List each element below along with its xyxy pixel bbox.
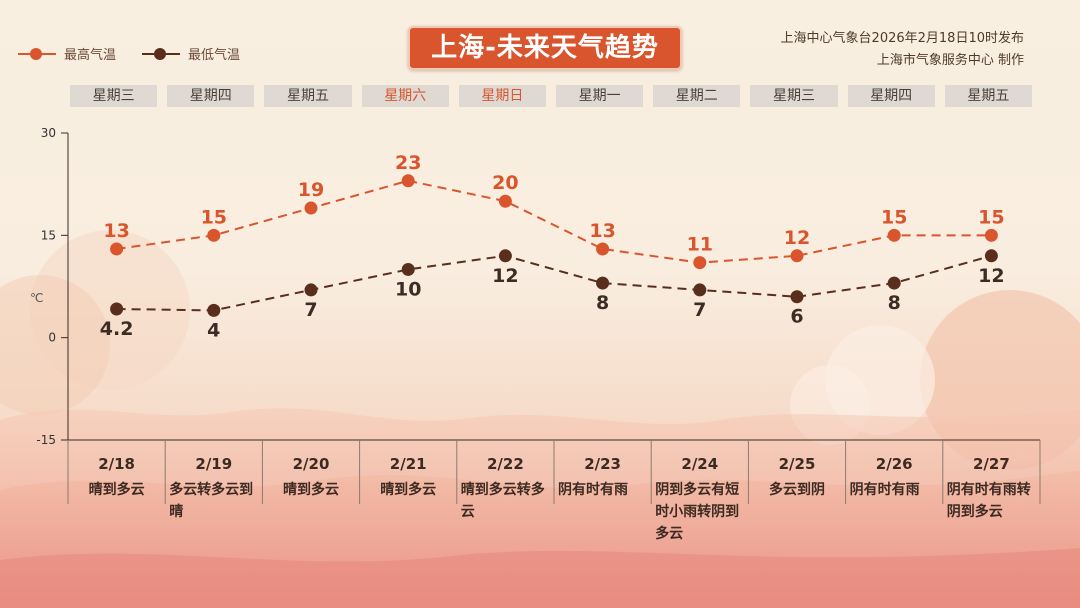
data-point-high [401, 174, 415, 188]
date-label: 2/21 [389, 455, 427, 473]
data-point-low [304, 283, 318, 297]
legend-swatch-high [18, 47, 56, 61]
source-producer: 上海市气象服务中心 制作 [876, 53, 1024, 68]
weather-description: 晴到多云转多云 [460, 482, 545, 520]
y-tick-label: 30 [41, 126, 56, 140]
y-tick-label: 15 [41, 228, 56, 242]
data-point-low [984, 249, 998, 263]
data-point-high [693, 256, 707, 270]
data-label-high: 15 [881, 206, 907, 228]
data-label-high: 23 [395, 152, 421, 174]
data-point-high [207, 228, 221, 242]
weather-description: 阴到多云有短时小雨转阴到多云 [655, 482, 740, 542]
weekday-label: 星期三 [70, 85, 158, 107]
data-point-high [887, 228, 901, 242]
legend-label-low: 最低气温 [188, 48, 241, 63]
weekday-label: 星期四 [847, 85, 935, 107]
date-label: 2/24 [681, 455, 719, 473]
weather-description: 阴有时有雨转阴到多云 [946, 482, 1031, 520]
series-line-low [116, 254, 992, 312]
data-point-low [596, 276, 610, 290]
y-tick-label: 0 [48, 331, 56, 345]
date-label: 2/25 [778, 455, 816, 473]
series-line-high [116, 179, 992, 264]
source-info: 上海中心气象台2026年2月18日10时发布 上海市气象服务中心 制作 [781, 28, 1024, 72]
weekday-label: 星期四 [167, 85, 255, 107]
weather-description: 阴有时有雨 [849, 482, 920, 498]
data-label-low: 8 [596, 292, 609, 314]
date-label: 2/26 [875, 455, 913, 473]
weather-description: 阴有时有雨 [558, 482, 628, 498]
weather-description: 晴到多云 [380, 482, 437, 498]
date-label: 2/27 [972, 455, 1010, 473]
data-point-low [693, 283, 707, 297]
data-label-low: 4 [207, 319, 220, 341]
weather-description: 多云转多云到晴 [169, 482, 254, 520]
data-point-high [984, 228, 998, 242]
data-label-low: 7 [304, 299, 317, 321]
weekday-label: 星期六 [361, 85, 449, 107]
y-axis-unit: ℃ [30, 291, 44, 305]
data-label-high: 19 [298, 179, 324, 201]
data-point-low [110, 302, 124, 316]
weekday-label: 星期一 [556, 85, 644, 107]
data-label-high: 20 [492, 172, 518, 194]
weekday-label: 星期三 [750, 85, 838, 107]
y-tick-label: -15 [36, 433, 56, 447]
legend-item-low: 最低气温 [142, 44, 240, 63]
data-point-low [498, 249, 512, 263]
data-label-low: 10 [395, 278, 421, 300]
date-label: 2/23 [584, 455, 621, 473]
date-label: 2/22 [486, 455, 524, 473]
data-point-low [207, 303, 221, 317]
data-point-high [790, 249, 804, 263]
weekday-label: 星期五 [944, 85, 1032, 107]
source-issuer: 上海中心气象台2026年2月18日10时发布 [780, 31, 1024, 46]
weather-description: 晴到多云 [282, 482, 339, 498]
legend-label-high: 最高气温 [64, 48, 117, 63]
date-label: 2/20 [292, 455, 330, 473]
chart-legend: 最高气温 最低气温 [18, 44, 240, 63]
data-label-low: 6 [790, 306, 803, 328]
data-point-low [401, 262, 415, 276]
date-label: 2/18 [98, 455, 135, 473]
data-point-high [110, 242, 124, 256]
legend-swatch-low [142, 47, 181, 61]
data-label-high: 11 [687, 234, 713, 256]
data-point-high [498, 194, 512, 208]
data-label-low: 7 [693, 299, 706, 321]
weekday-label: 星期日 [458, 85, 546, 107]
data-label-high: 15 [978, 206, 1004, 228]
weather-description: 晴到多云 [88, 482, 145, 498]
data-label-low: 12 [978, 265, 1004, 287]
data-label-high: 12 [784, 227, 810, 249]
date-label: 2/19 [195, 455, 233, 473]
weekday-label: 星期五 [264, 85, 352, 107]
data-point-low [887, 276, 901, 290]
data-label-high: 15 [201, 206, 227, 228]
page-title: 上海-未来天气趋势 [408, 26, 682, 70]
weather-description: 多云到阴 [768, 482, 825, 498]
data-label-low: 12 [492, 265, 518, 287]
legend-item-high: 最高气温 [18, 44, 116, 63]
data-point-high [304, 201, 318, 215]
weekday-label: 星期二 [653, 85, 741, 107]
data-point-high [596, 242, 610, 256]
data-label-high: 13 [103, 220, 129, 242]
data-point-low [790, 290, 804, 304]
data-label-low: 8 [888, 292, 901, 314]
data-label-low: 4.2 [100, 318, 134, 340]
data-label-high: 13 [589, 220, 615, 242]
